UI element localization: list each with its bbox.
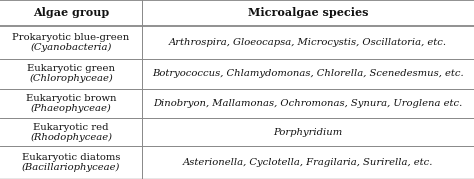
Text: Porphyridium: Porphyridium bbox=[273, 127, 343, 137]
Text: (Cyanobacteria): (Cyanobacteria) bbox=[30, 43, 112, 52]
Text: (Chlorophyceae): (Chlorophyceae) bbox=[29, 74, 113, 83]
Text: (Phaeophyceae): (Phaeophyceae) bbox=[31, 104, 111, 113]
Text: Eukaryotic green: Eukaryotic green bbox=[27, 64, 115, 73]
Text: (Bacillariophyceae): (Bacillariophyceae) bbox=[22, 163, 120, 172]
Text: Microalgae species: Microalgae species bbox=[248, 8, 368, 18]
Text: Eukaryotic red: Eukaryotic red bbox=[33, 122, 109, 132]
Text: Algae group: Algae group bbox=[33, 8, 109, 18]
Text: Dinobryon, Mallamonas, Ochromonas, Synura, Uroglena etc.: Dinobryon, Mallamonas, Ochromonas, Synur… bbox=[154, 99, 463, 108]
Text: Botryococcus, Chlamydomonas, Chlorella, Scenedesmus, etc.: Botryococcus, Chlamydomonas, Chlorella, … bbox=[152, 69, 464, 78]
Text: (Rhodophyceae): (Rhodophyceae) bbox=[30, 132, 112, 142]
Text: Arthrospira, Gloeocapsa, Microcystis, Oscillatoria, etc.: Arthrospira, Gloeocapsa, Microcystis, Os… bbox=[169, 38, 447, 47]
Text: Asterionella, Cyclotella, Fragilaria, Surirella, etc.: Asterionella, Cyclotella, Fragilaria, Su… bbox=[183, 158, 433, 167]
Text: Prokaryotic blue-green: Prokaryotic blue-green bbox=[12, 33, 130, 42]
Text: Eukaryotic diatoms: Eukaryotic diatoms bbox=[22, 153, 120, 162]
Text: Eukaryotic brown: Eukaryotic brown bbox=[26, 94, 116, 103]
